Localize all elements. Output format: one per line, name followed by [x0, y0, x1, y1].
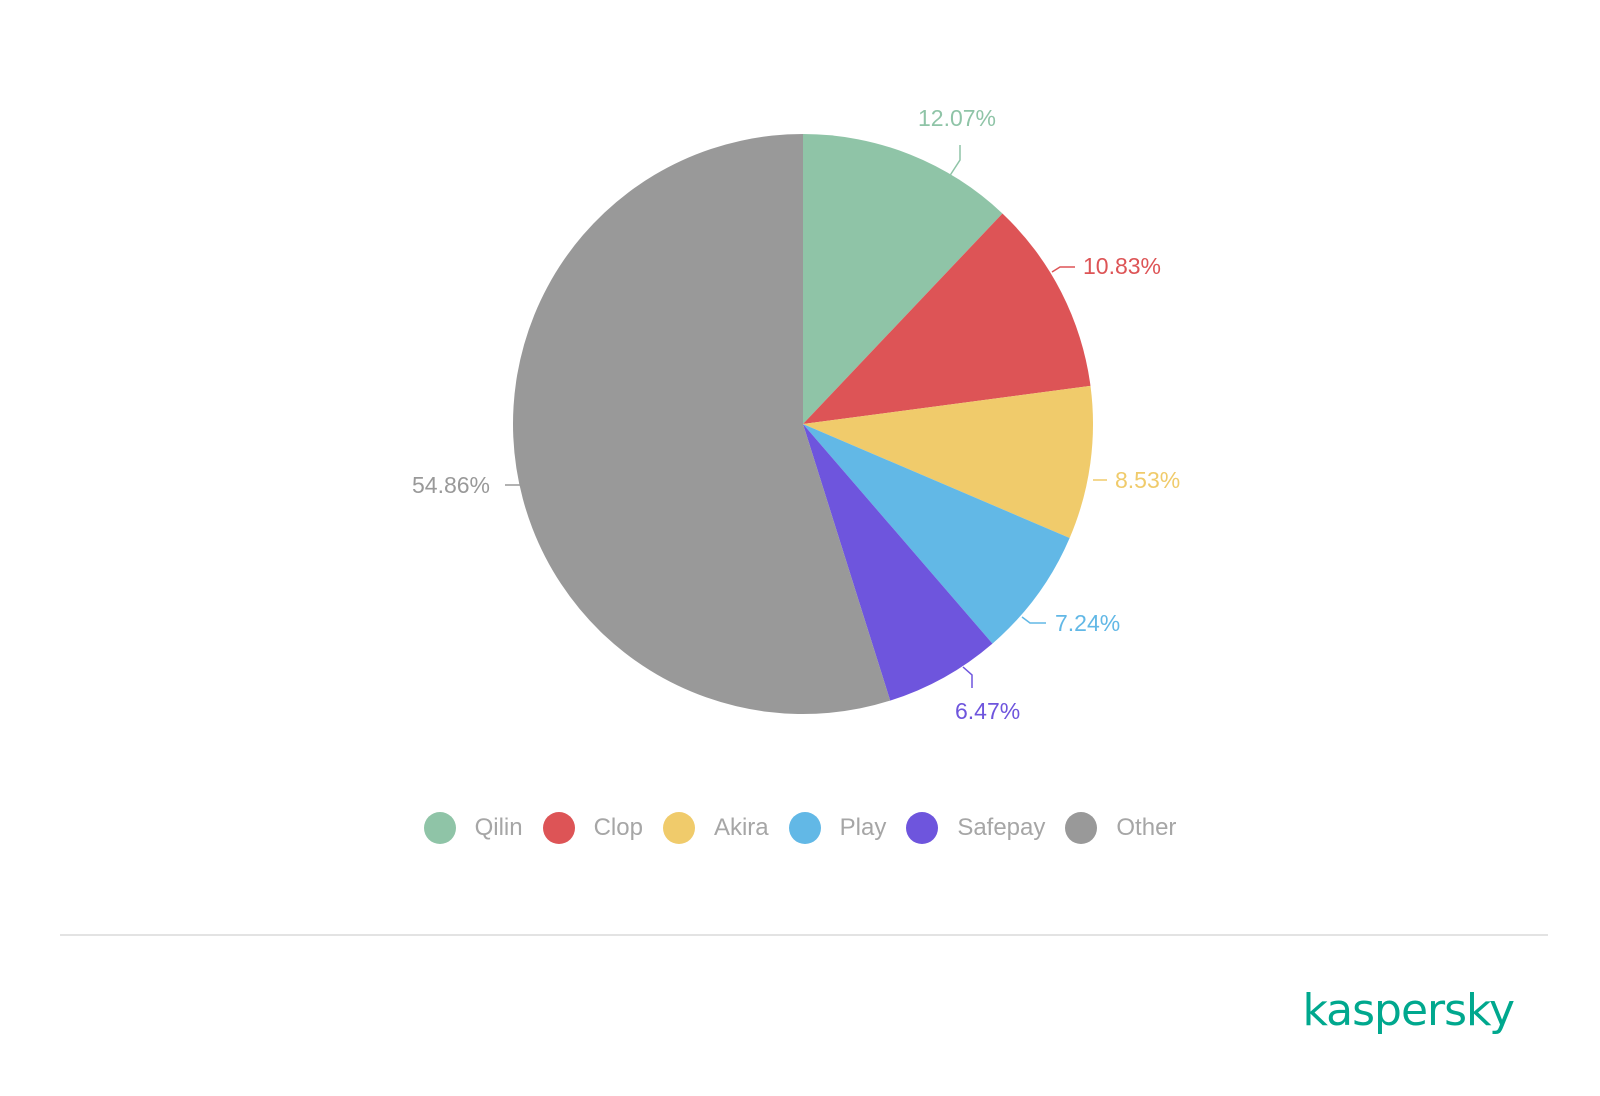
legend-label: Play — [839, 814, 887, 841]
data-label-other: 54.86% — [412, 472, 490, 498]
leader-line-clop — [1051, 266, 1075, 273]
legend-swatch — [542, 812, 575, 844]
legend-swatch — [788, 812, 821, 844]
legend-label: Other — [1116, 814, 1177, 841]
data-label-play: 7.24% — [1055, 610, 1120, 636]
leader-line-qilin — [948, 145, 961, 178]
legend-item-akira: Akira — [662, 812, 769, 844]
legend-item-safepay: Safepay — [906, 812, 1045, 844]
leader-line-play — [1021, 616, 1046, 624]
legend-label: Akira — [713, 814, 769, 841]
pie-slices — [512, 134, 1093, 714]
pie-slice-clop — [803, 213, 1091, 424]
chart-legend: Qilin Clop Akira Play Safepay Other — [0, 812, 1600, 844]
footer-divider — [60, 934, 1548, 936]
pie-slice-play — [803, 424, 1070, 644]
slice-labels: 12.07% 10.83% 8.53% 7.24% 6.47% 54.86% — [412, 105, 1180, 724]
legend-label: Safepay — [957, 814, 1046, 841]
legend-swatch — [423, 812, 456, 844]
legend-label: Qilin — [474, 814, 523, 841]
legend-item-clop: Clop — [542, 812, 643, 844]
data-label-akira: 8.53% — [1115, 467, 1180, 493]
legend-swatch — [1065, 812, 1098, 844]
data-label-clop: 10.83% — [1083, 253, 1161, 279]
data-label-qilin: 12.07% — [918, 105, 996, 131]
legend-item-qilin: Qilin — [423, 812, 523, 844]
legend-swatch — [906, 812, 939, 844]
legend-item-other: Other — [1065, 812, 1176, 844]
data-label-safepay: 6.47% — [955, 698, 1020, 724]
legend-swatch — [662, 812, 695, 844]
legend-label: Clop — [593, 814, 643, 841]
leader-line-safepay — [962, 666, 973, 688]
pie-slice-akira — [803, 385, 1093, 539]
pie-slice-qilin — [803, 134, 1003, 424]
kaspersky-logo: kaspersky — [1302, 985, 1515, 1036]
legend-item-play: Play — [788, 812, 887, 844]
label-leader-lines — [505, 145, 1107, 688]
pie-slice-safepay — [803, 424, 993, 701]
pie-slice-other — [512, 134, 891, 714]
